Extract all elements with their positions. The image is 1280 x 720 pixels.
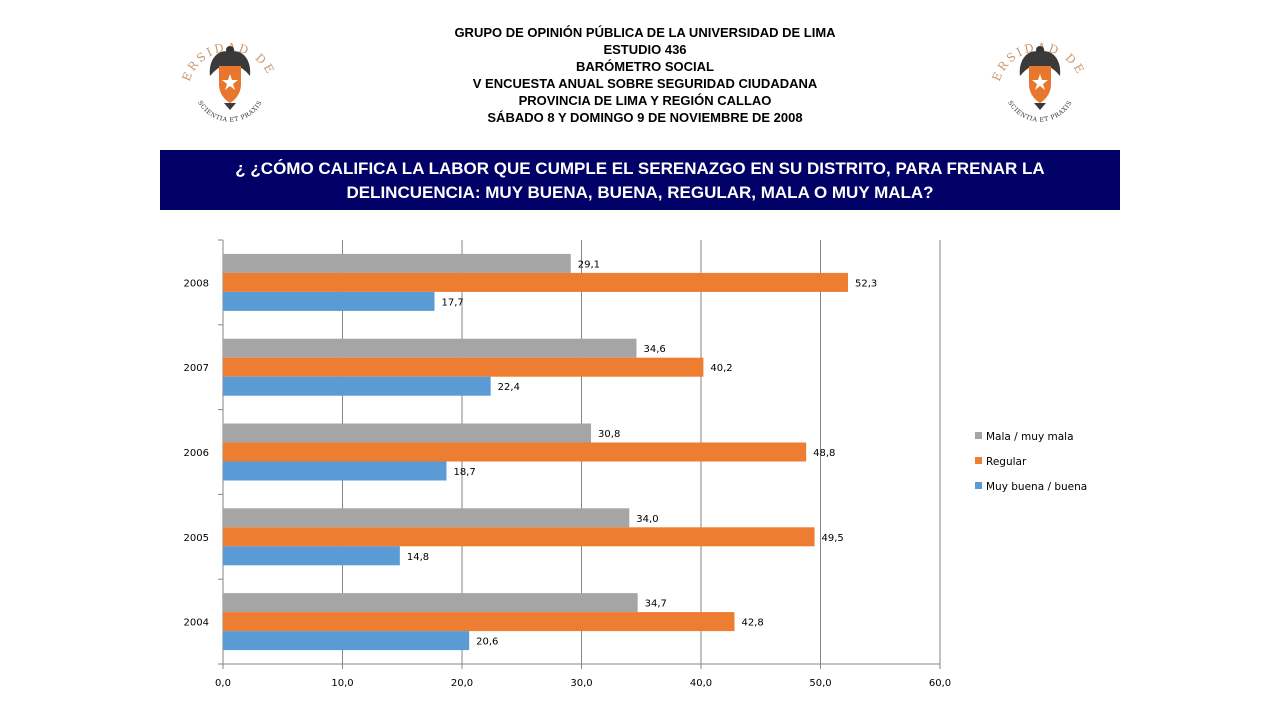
header-line-2: ESTUDIO 436 [603, 42, 687, 57]
y-tick-label: 2004 [184, 618, 209, 629]
bar [223, 442, 807, 462]
header-line-4: V ENCUESTA ANUAL SOBRE SEGURIDAD CIUDADA… [472, 76, 818, 91]
x-tick-label: 40,0 [690, 678, 712, 689]
y-tick-label: 2008 [184, 278, 209, 289]
bar [223, 338, 637, 358]
bar [223, 593, 638, 613]
x-tick-label: 10,0 [331, 678, 353, 689]
university-logo-right: UNIVERSIDAD DE LIMA SCIENTIA ET PRAXIS [985, 14, 1089, 124]
survey-header: GRUPO DE OPINIÓN PÚBLICA DE LA UNIVERSID… [380, 24, 910, 126]
legend-label: Regular [986, 456, 1027, 468]
header-line-3: BARÓMETRO SOCIAL [576, 59, 714, 74]
data-label: 30,8 [598, 429, 620, 440]
y-tick-label: 2007 [184, 363, 209, 374]
y-tick-label: 2005 [184, 533, 209, 544]
data-label: 18,7 [453, 467, 475, 478]
x-tick-label: 50,0 [809, 678, 831, 689]
data-label: 42,8 [741, 618, 763, 629]
legend-label: Muy buena / buena [986, 481, 1087, 493]
bar [223, 253, 571, 273]
header-line-1: GRUPO DE OPINIÓN PÚBLICA DE LA UNIVERSID… [454, 25, 836, 40]
question-banner: ¿ ¿CÓMO CALIFICA LA LABOR QUE CUMPLE EL … [160, 150, 1120, 210]
data-label: 49,5 [822, 533, 844, 544]
legend-swatch [975, 482, 982, 489]
data-label: 22,4 [498, 382, 520, 393]
x-tick-label: 60,0 [929, 678, 951, 689]
bar [223, 508, 630, 528]
data-label: 17,7 [442, 297, 464, 308]
header-line-6: SÁBADO 8 Y DOMINGO 9 DE NOVIEMBRE DE 200… [487, 110, 803, 125]
bar [223, 291, 435, 311]
bar [223, 376, 491, 396]
legend-label: Mala / muy mala [986, 431, 1074, 443]
legend-swatch [975, 432, 982, 439]
bar [223, 527, 815, 547]
x-tick-label: 30,0 [570, 678, 592, 689]
bar [223, 631, 470, 651]
data-label: 29,1 [578, 259, 600, 270]
data-label: 52,3 [855, 278, 877, 289]
bar [223, 357, 704, 377]
bar [223, 546, 400, 566]
data-label: 40,2 [710, 363, 732, 374]
x-tick-label: 0,0 [215, 678, 231, 689]
data-label: 48,8 [813, 448, 835, 459]
bar [223, 612, 735, 632]
bar [223, 423, 592, 443]
y-tick-label: 2006 [184, 448, 209, 459]
university-logo-left: UNIVERSIDAD DE LIMA SCIENTIA ET PRAXIS [175, 14, 279, 124]
data-label: 14,8 [407, 552, 429, 563]
bar [223, 272, 848, 292]
header-line-5: PROVINCIA DE LIMA Y REGIÓN CALLAO [518, 93, 772, 108]
data-label: 34,6 [643, 344, 665, 355]
data-label: 34,0 [636, 514, 658, 525]
x-tick-label: 20,0 [451, 678, 473, 689]
data-label: 34,7 [645, 599, 667, 610]
eagle-shield-icon [209, 46, 251, 110]
eagle-shield-icon [1019, 46, 1061, 110]
bar [223, 461, 447, 481]
data-label: 20,6 [476, 637, 498, 648]
legend-swatch [975, 457, 982, 464]
